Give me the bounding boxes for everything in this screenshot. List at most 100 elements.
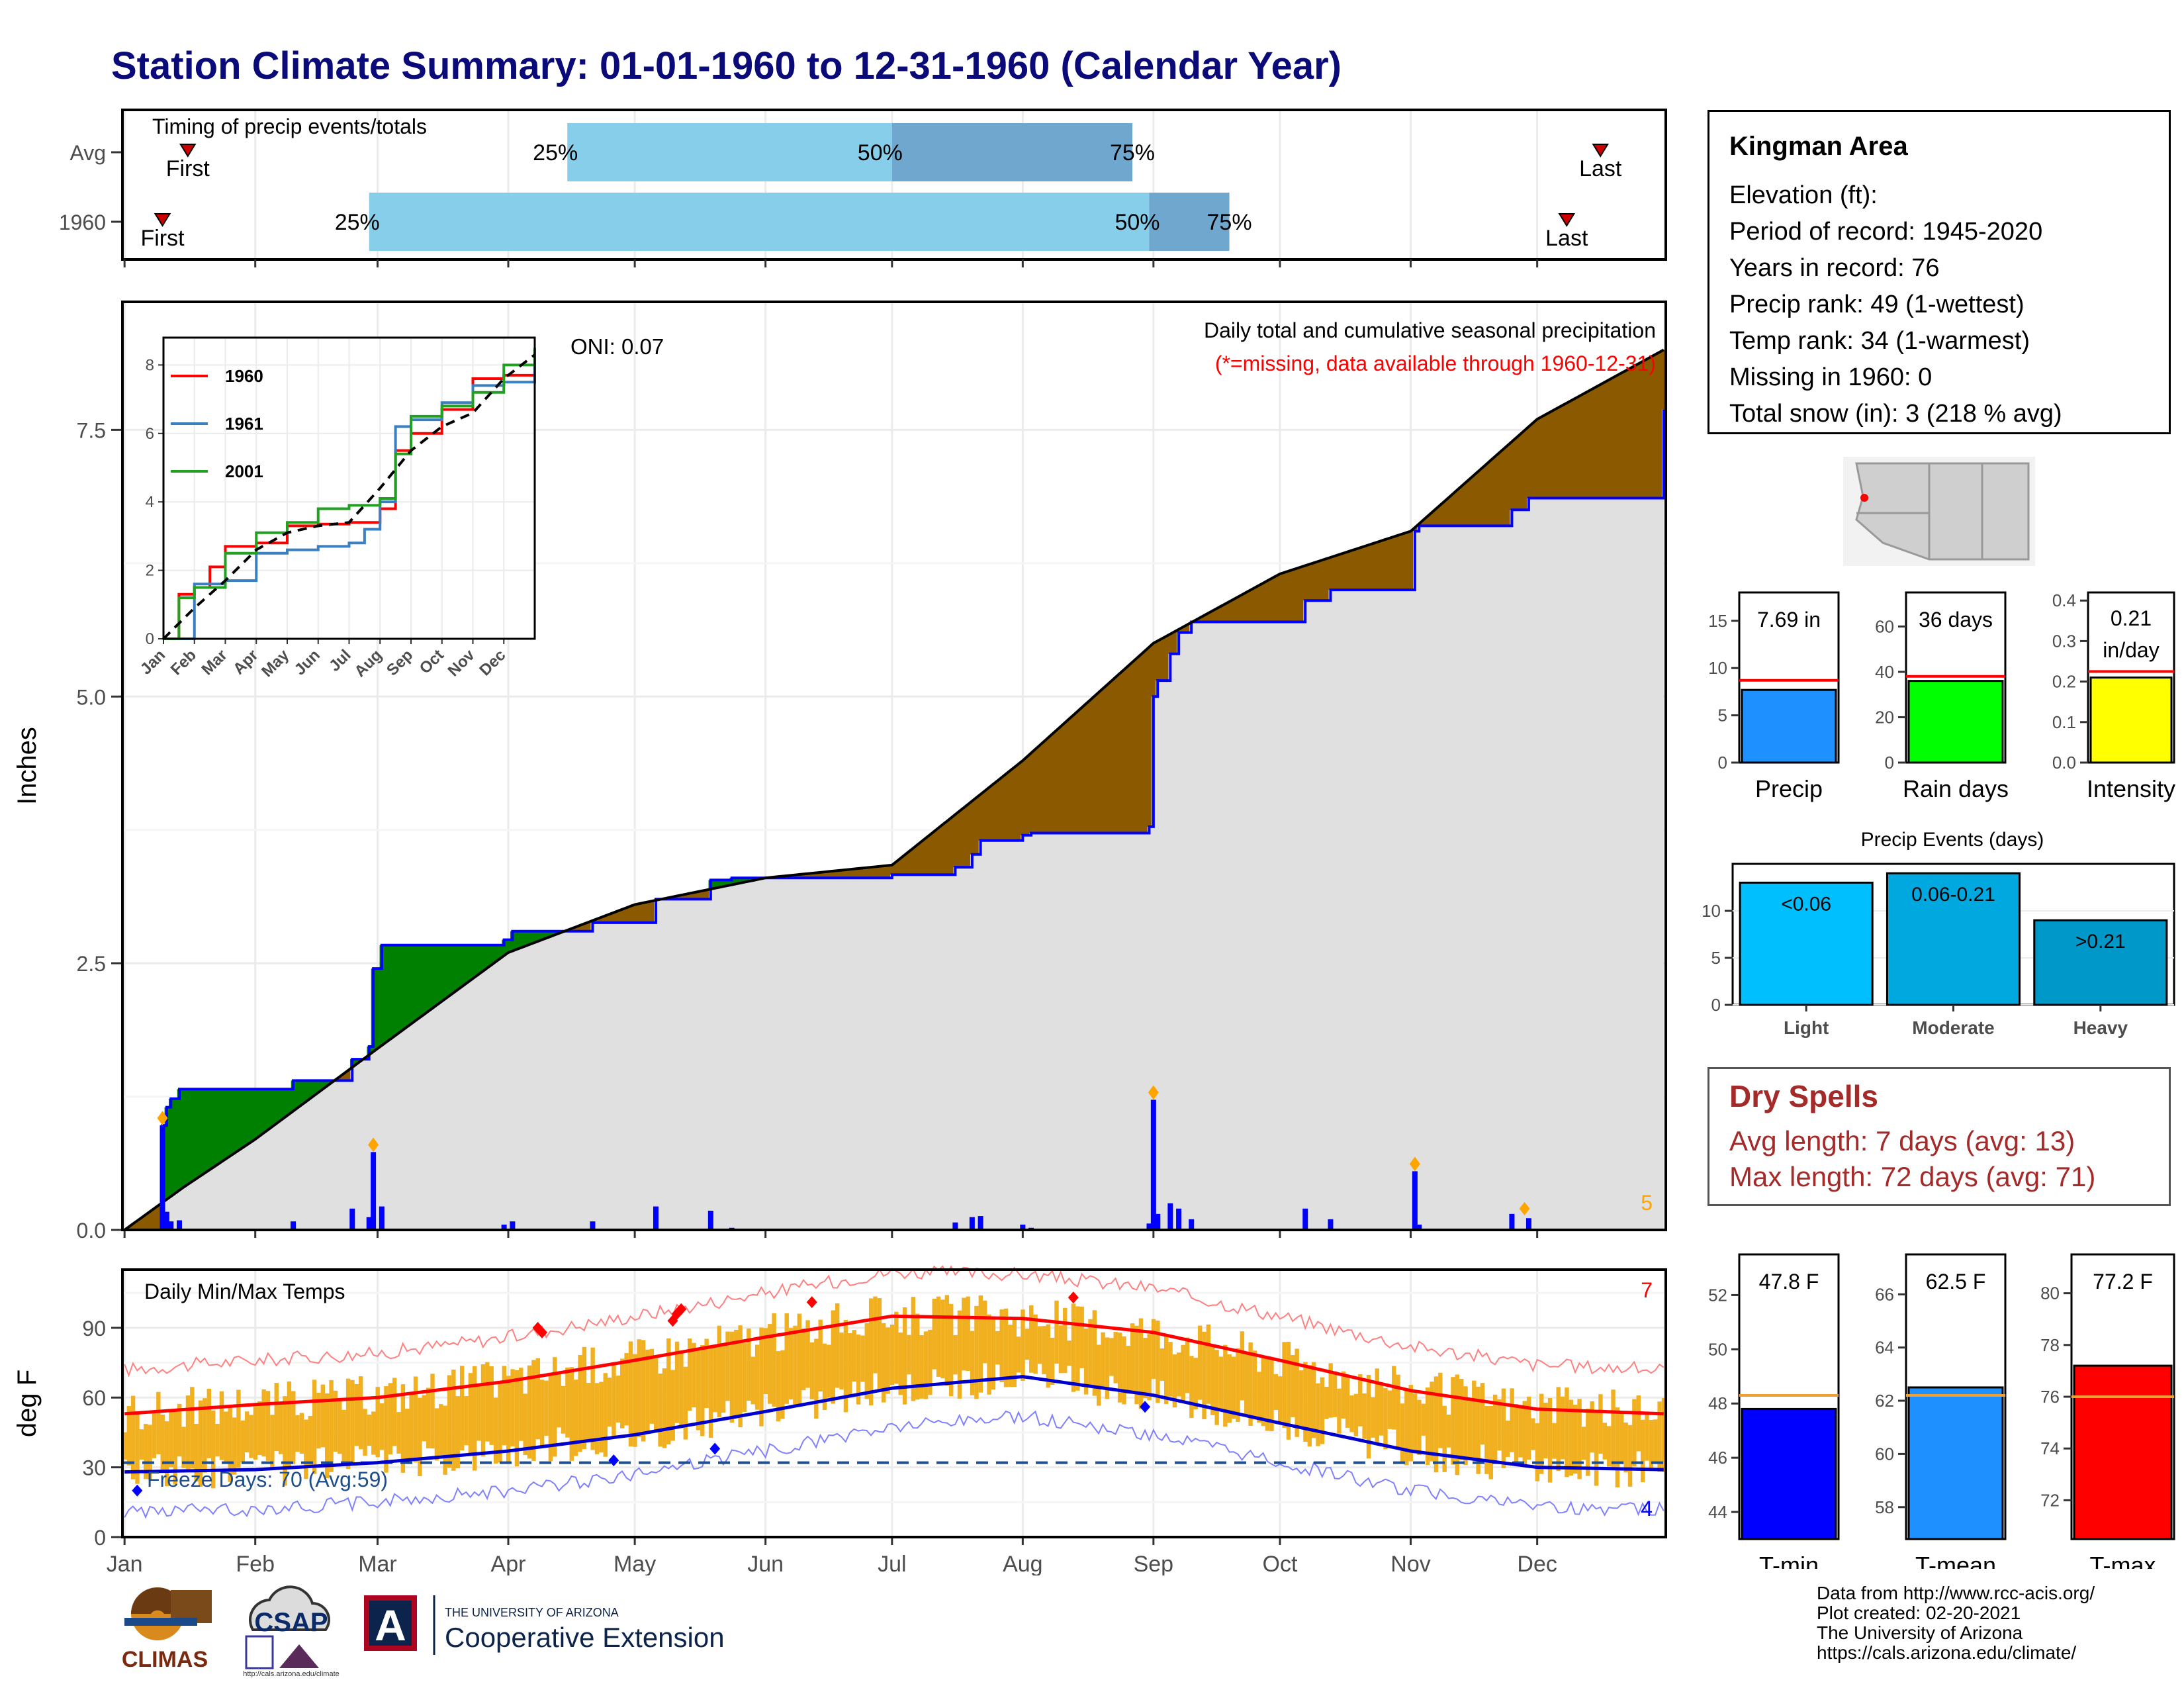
daily-temp-bar [852, 1330, 856, 1382]
station-info-box: Kingman Area Elevation (ft): Period of r… [1707, 110, 2171, 434]
month-label: Feb [236, 1552, 275, 1575]
daily-temp-bar [1278, 1376, 1283, 1422]
inset-legend-label: 1960 [225, 366, 263, 386]
record-low-marker [608, 1454, 619, 1467]
daily-temp-bar [316, 1392, 321, 1449]
precip-deficit-day [1324, 559, 1329, 601]
precip-surplus-day [303, 1080, 308, 1102]
stat-charts: 7.69 in 0 5 10 15 Precip 36 days 0 20 40 60 Rain da… [1702, 590, 2175, 1569]
precip-deficit-day [674, 896, 680, 900]
precip-deficit-day [907, 851, 911, 875]
events-ytick-label: 0 [1711, 995, 1721, 1015]
precip-surplus-day [738, 878, 743, 884]
daily-temp-bar [932, 1298, 936, 1370]
daily-precip-bar [1020, 1224, 1026, 1230]
daily-temp-bar [1623, 1422, 1628, 1473]
daily-temp-bar [1117, 1333, 1122, 1403]
daily-precip-bar [1328, 1219, 1334, 1230]
daily-temp-bar [805, 1320, 810, 1388]
daily-temp-bar [1177, 1352, 1181, 1397]
daily-temp-bar [729, 1331, 735, 1423]
daily-temp-bar [418, 1397, 422, 1477]
timing-p75-label: 75% [1207, 210, 1252, 235]
station-info-row: Years in record: 76 [1729, 254, 1940, 282]
precip-surplus-day [712, 880, 717, 888]
daily-temp-bar [612, 1362, 616, 1439]
daily-precip-bar [291, 1221, 296, 1230]
daily-temp-bar [1531, 1418, 1535, 1450]
precip-deficit-day [645, 902, 650, 923]
daily-temp-bar [519, 1368, 523, 1441]
csap-logo: CSAP http://cals.arizona.edu/climate [243, 1585, 340, 1677]
station-info-row: Period of record: 1945-2020 [1729, 218, 2043, 246]
precip-deficit-day [886, 865, 890, 878]
daily-temp-bar [1565, 1387, 1569, 1477]
precip-deficit-day [1556, 407, 1561, 498]
precip-surplus-day [733, 878, 739, 884]
precip-deficit-day [923, 838, 929, 875]
precip-surplus-day [354, 1059, 359, 1064]
daily-temp-bar [1273, 1374, 1279, 1410]
daily-temp-bar [291, 1391, 296, 1465]
daily-temp-bar [1438, 1372, 1443, 1448]
daily-temp-bar [544, 1380, 549, 1436]
precip-deficit-day [1087, 700, 1093, 833]
precip-deficit-day [1316, 561, 1320, 601]
stat-ytick-label: 58 [1875, 1497, 1894, 1517]
daily-temp-bar [135, 1412, 140, 1484]
precip-surplus-day [497, 945, 502, 959]
daily-temp-bar [1353, 1393, 1359, 1436]
daily-temp-bar [1046, 1324, 1050, 1388]
daily-temp-bar [177, 1403, 182, 1457]
daily-temp-bar [493, 1397, 498, 1464]
precip-surplus-day [308, 1080, 313, 1099]
record-high-marker [676, 1303, 687, 1315]
record-low-marker [1140, 1401, 1151, 1413]
precip-deficit-day [1336, 554, 1342, 590]
precip-surplus-day [177, 1089, 182, 1191]
daily-temp-bar [915, 1313, 920, 1400]
daily-temp-bar [666, 1338, 671, 1445]
month-label: Aug [1003, 1552, 1043, 1575]
precip-ytick-label: 0.0 [77, 1219, 106, 1243]
daily-temp-bar [1433, 1376, 1439, 1473]
daily-temp-bar [1463, 1386, 1468, 1466]
daily-temp-bar [1151, 1319, 1156, 1380]
daily-temp-bar [713, 1347, 717, 1413]
daily-temp-bar [1240, 1331, 1245, 1401]
daily-temp-bar [599, 1382, 604, 1453]
daily-temp-bar [1231, 1356, 1236, 1419]
daily-temp-bar [1265, 1356, 1270, 1431]
precip-surplus-day [206, 1089, 212, 1170]
daily-temp-bar [1345, 1374, 1350, 1428]
precip-deficit-day [1400, 534, 1405, 590]
precip-surplus-day [552, 931, 557, 935]
timing-p75-label: 75% [1110, 140, 1155, 165]
precip-surplus-day [299, 1080, 304, 1105]
stat-ytick-label: 0 [1885, 753, 1894, 773]
precip-surplus-day [215, 1089, 220, 1165]
precip-deficit-day [826, 871, 831, 878]
precip-deficit-day [1510, 442, 1514, 510]
daily-temp-bar [181, 1427, 186, 1468]
precip-deficit-day [1101, 688, 1105, 833]
daily-temp-bar [320, 1384, 326, 1448]
stat-value-label: 77.2 F [2093, 1270, 2153, 1293]
daily-temp-bar [708, 1347, 713, 1438]
daily-temp-bar [502, 1366, 507, 1446]
timing-p25-label: 25% [335, 210, 380, 235]
precip-surplus-day [164, 1107, 169, 1199]
daily-temp-bar [1501, 1388, 1506, 1468]
precip-deficit-day [619, 909, 625, 923]
daily-temp-bar [1016, 1336, 1021, 1373]
precip-deficit-day [1560, 405, 1565, 498]
precip-surplus-day [168, 1098, 173, 1197]
precip-deficit-day [961, 808, 966, 868]
daily-temp-bar [692, 1342, 696, 1408]
daily-temp-bar [283, 1396, 287, 1486]
daily-precip-bar [1416, 1224, 1422, 1230]
daily-temp-bar [1210, 1346, 1215, 1415]
precip-deficit-day [860, 868, 865, 878]
daily-temp-bar [1560, 1396, 1565, 1460]
events-chart-title: Precip Events (days) [1861, 829, 2044, 851]
